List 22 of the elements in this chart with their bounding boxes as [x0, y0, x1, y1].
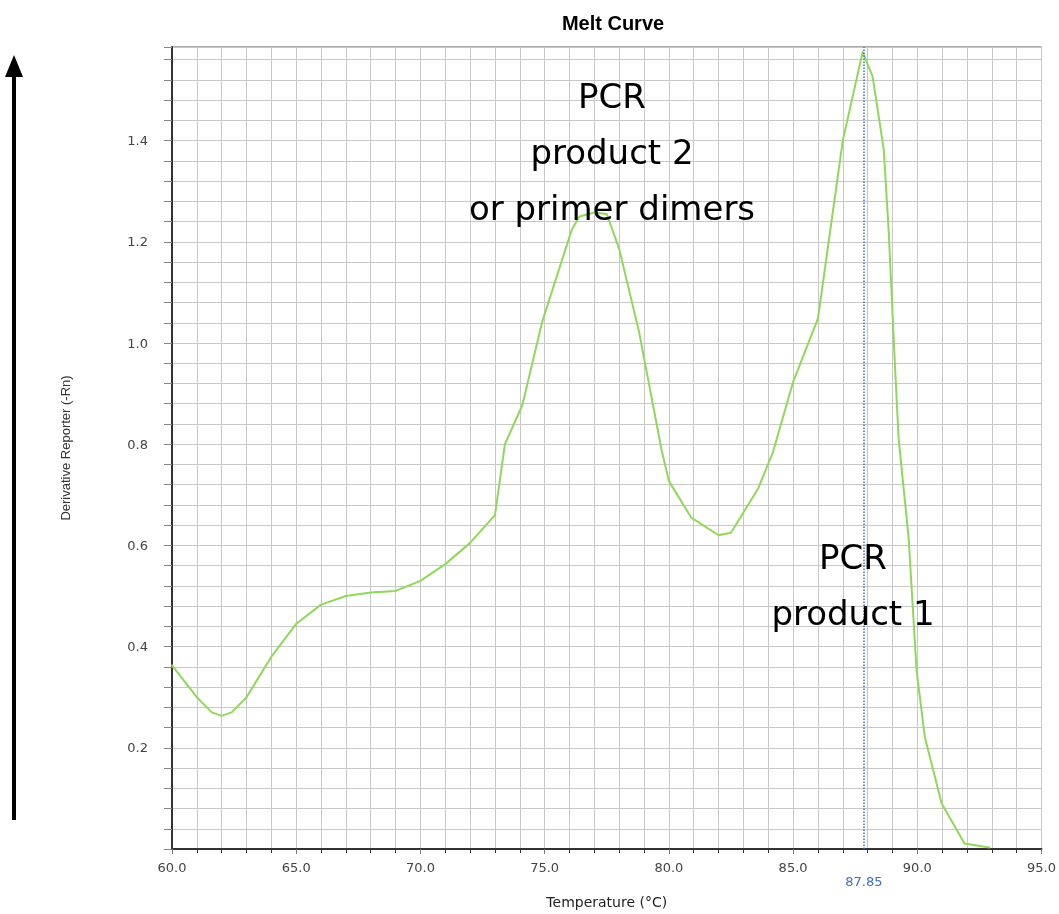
x-tick-label: 80.0	[654, 860, 684, 875]
y-tick-label: 0.2	[127, 740, 148, 756]
chart-title: Melt Curve	[561, 12, 665, 34]
ref-line-label: 87.85	[845, 874, 883, 889]
x-tick-label: 90.0	[902, 860, 932, 875]
y-tick-label: 0.4	[127, 639, 148, 655]
x-tick-label: 70.0	[405, 860, 435, 875]
y-axis-title: Derivative Reporter (-Rn)	[58, 375, 73, 521]
y-tick-label: 0.6	[127, 537, 148, 553]
x-tick-label: 75.0	[530, 860, 560, 875]
x-tick-label: 85.0	[778, 860, 808, 875]
y-tick-label: 1.0	[127, 335, 148, 351]
x-tick-label: 65.0	[281, 860, 311, 875]
annotation: PCR product 1	[771, 537, 935, 633]
y-tick-label: 1.4	[127, 133, 148, 149]
annotation: PCR product 2 or primer dimers	[468, 76, 756, 228]
x-tick-label: 60.0	[157, 860, 187, 875]
x-axis-title: Temperature (°C)	[545, 894, 668, 910]
y-tick-label: 1.2	[127, 234, 148, 250]
x-tick-label: 95.0	[1027, 860, 1056, 875]
line-series	[171, 51, 991, 849]
y-tick-label: 0.8	[127, 436, 148, 452]
